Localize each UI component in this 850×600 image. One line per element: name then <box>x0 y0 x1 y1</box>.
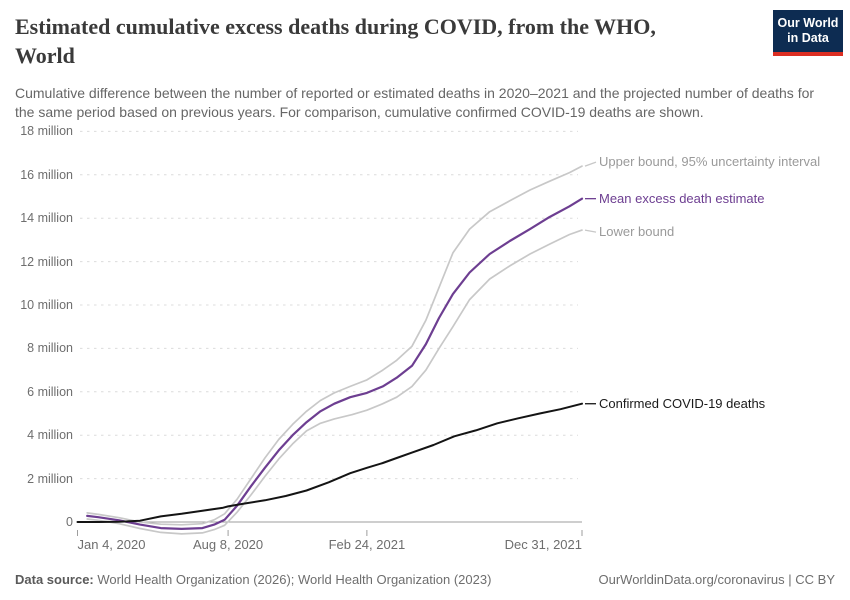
chart-title: Estimated cumulative excess deaths durin… <box>15 14 656 68</box>
credit-text: OurWorldinData.org/coronavirus | CC BY <box>598 572 835 587</box>
series-label-upper-bound: Upper bound, 95% uncertainty interval <box>599 154 821 170</box>
x-axis-label: Dec 31, 2021 <box>504 537 582 552</box>
x-axis-label: Aug 8, 2020 <box>193 537 264 552</box>
chart-subtitle: Cumulative difference between the number… <box>15 85 815 120</box>
series-line-lower-bound <box>86 229 583 535</box>
y-axis-label: 2 million <box>27 471 73 486</box>
data-source-label: Data source: <box>15 572 94 587</box>
y-axis-label: 10 million <box>20 298 73 312</box>
series-label-lower-bound: Lower bound <box>599 224 675 240</box>
y-axis-label: 16 million <box>20 167 73 182</box>
owid-logo-line2: in Data <box>787 31 829 45</box>
y-axis-label: 4 million <box>27 428 73 443</box>
chart-footer: Data source: World Health Organization (… <box>0 572 850 587</box>
y-axis-label: 12 million <box>20 254 73 269</box>
y-axis-label: 14 million <box>20 211 73 226</box>
x-axis-label: Feb 24, 2021 <box>328 537 406 552</box>
label-leader-lower-bound <box>584 229 597 233</box>
series-line-upper-bound <box>86 165 583 526</box>
series-label-confirmed-covid-deaths: Confirmed COVID-19 deaths <box>599 395 766 411</box>
series-line-confirmed-covid-deaths <box>76 402 583 523</box>
series-line-mean-excess-deaths <box>86 197 584 531</box>
y-axis-label: 18 million <box>20 124 73 139</box>
owid-logo-line1: Our World <box>777 16 839 30</box>
data-source-text: World Health Organization (2026); World … <box>93 572 492 587</box>
series-label-mean-excess-deaths: Mean excess death estimate <box>599 190 765 206</box>
data-source-note: Data source: World Health Organization (… <box>15 572 491 587</box>
label-leader-upper-bound <box>584 161 597 167</box>
y-axis-label: 6 million <box>27 384 73 399</box>
owid-logo: Our World in Data <box>773 10 843 56</box>
x-axis-label: Jan 4, 2020 <box>77 537 146 552</box>
y-axis-label: 8 million <box>27 341 73 356</box>
y-axis-label: 0 <box>66 515 73 529</box>
